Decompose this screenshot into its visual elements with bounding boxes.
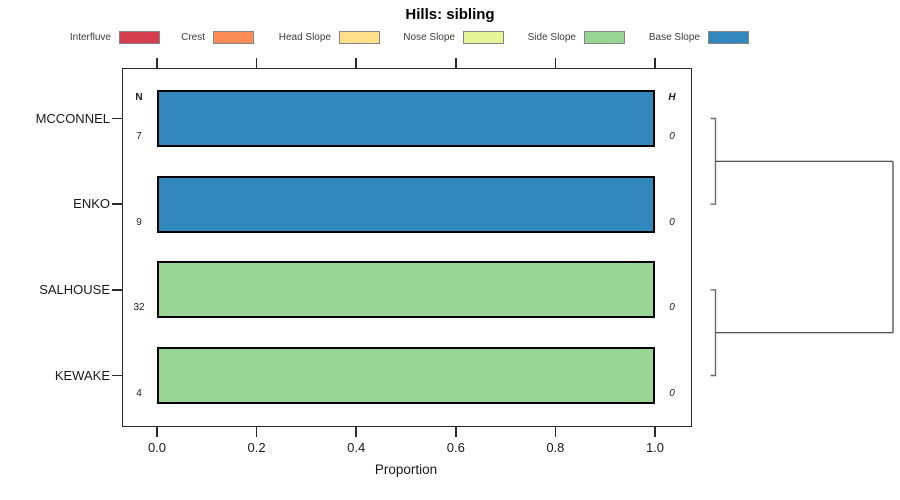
bar-segment: [157, 90, 655, 147]
x-tick-label: 0.2: [247, 440, 266, 455]
y-tick: [112, 289, 122, 291]
n-value: 32: [133, 302, 145, 314]
legend-item: Side Slope: [453, 26, 625, 48]
dendrogram-line: [710, 117, 717, 205]
legend-item: Base Slope: [577, 26, 749, 48]
row-label: MCCONNEL: [35, 110, 110, 126]
legend-swatch: [119, 30, 160, 44]
x-tick-bottom: [654, 427, 656, 437]
n-value: 4: [136, 388, 142, 399]
h-column-header: H: [668, 92, 676, 103]
bar: [157, 90, 655, 147]
legend-swatch: [213, 30, 254, 44]
row-label: SALHOUSE: [39, 281, 110, 297]
h-value: 0: [669, 131, 675, 142]
legend-swatch: [463, 30, 504, 44]
h-value: 0: [669, 302, 675, 314]
x-axis-title: Proportion: [374, 462, 438, 477]
x-tick-label: 0.8: [546, 440, 565, 455]
legend-label: Side Slope: [527, 31, 576, 43]
row-label: KEWAKE: [54, 367, 110, 383]
x-tick-label: 0.6: [446, 440, 465, 455]
x-tick-bottom: [355, 427, 357, 437]
x-tick-bottom: [255, 427, 258, 437]
legend-label: Head Slope: [278, 31, 331, 43]
h-value: 0: [669, 216, 675, 228]
legend-item: Head Slope: [208, 26, 380, 48]
x-tick-top: [554, 58, 557, 68]
y-tick: [112, 203, 122, 205]
bar: [157, 261, 655, 319]
legend-swatch: [708, 30, 749, 44]
h-value: 0: [669, 388, 675, 399]
x-tick-top: [355, 58, 357, 68]
legend-item: Nose Slope: [332, 26, 504, 48]
legend-item: Interfluve: [0, 26, 160, 48]
legend-label: Base Slope: [648, 31, 700, 43]
legend-label: Crest: [181, 31, 205, 43]
x-tick-top: [156, 58, 158, 68]
chart-title: Hills: sibling: [405, 6, 495, 23]
bar: [157, 175, 655, 233]
legend-label: Interfluve: [69, 31, 111, 43]
x-tick-bottom: [156, 427, 158, 437]
x-tick-label: 0.0: [147, 440, 167, 455]
dendrogram-line: [710, 289, 717, 377]
bar-segment: [157, 261, 655, 319]
row-label: ENKO: [73, 196, 110, 212]
x-tick-top: [455, 58, 457, 68]
n-value: 7: [136, 131, 142, 142]
legend-label: Nose Slope: [403, 31, 455, 43]
bar-segment: [157, 175, 655, 233]
y-tick: [112, 117, 122, 120]
legend-swatch: [339, 30, 380, 44]
x-tick-top: [654, 58, 656, 68]
legend-swatch: [584, 30, 625, 44]
bar: [157, 347, 655, 404]
legend-item: Crest: [82, 26, 254, 48]
n-value: 9: [136, 216, 142, 228]
x-tick-label: 1.0: [645, 440, 665, 455]
x-tick-label: 0.4: [347, 440, 366, 455]
y-tick: [112, 374, 122, 377]
x-tick-bottom: [455, 427, 457, 437]
bar-segment: [157, 347, 655, 404]
x-tick-top: [255, 58, 258, 68]
x-tick-bottom: [554, 427, 557, 437]
n-column-header: N: [135, 92, 143, 103]
